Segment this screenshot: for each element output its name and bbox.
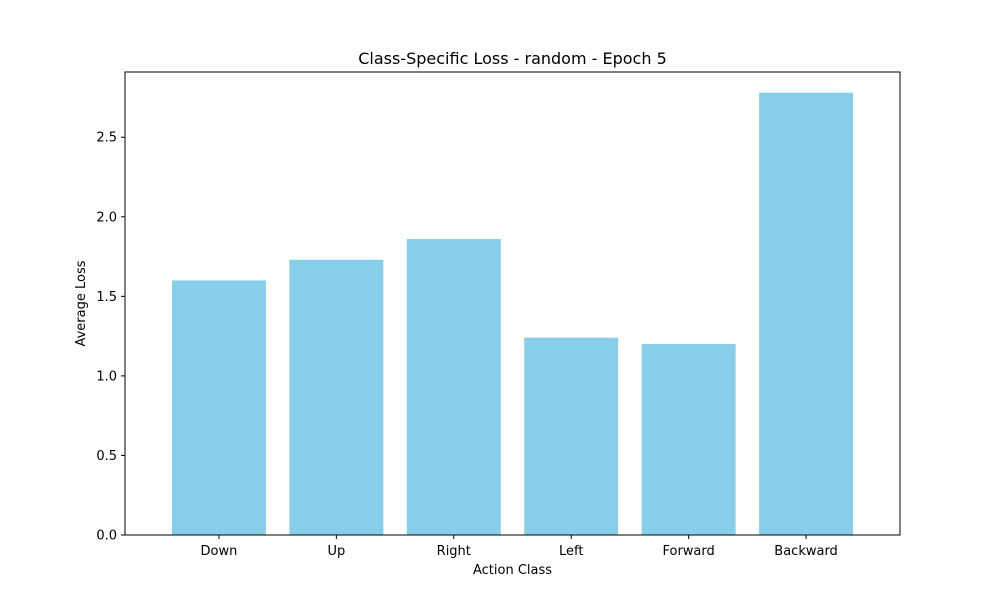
x-tick-label: Left [559, 544, 583, 559]
x-axis-label: Action Class [473, 563, 552, 578]
y-tick-label: 0.0 [96, 529, 117, 544]
y-axis-label: Average Loss [74, 260, 89, 346]
chart-title: Class-Specific Loss - random - Epoch 5 [358, 49, 667, 68]
bar-right [406, 239, 501, 535]
y-tick-label: 2.0 [96, 210, 117, 225]
y-tick-label: 1.5 [96, 290, 117, 305]
x-tick-label: Up [327, 544, 345, 559]
y-tick-label: 0.5 [96, 449, 117, 464]
bars-layer [171, 92, 854, 536]
x-tick-label: Backward [774, 544, 838, 559]
bar-up [289, 259, 384, 535]
axes-layer: Down Up Right Left Forward Backward 0.0 0.5 1.0 1… [96, 71, 901, 559]
bar-backward [759, 92, 854, 536]
bar-forward [641, 344, 736, 535]
x-tick-label: Right [437, 544, 471, 559]
y-tick-label: 2.5 [96, 131, 117, 146]
y-tick-label: 1.0 [96, 369, 117, 384]
x-tick-label: Down [201, 544, 238, 559]
x-tick-label: Forward [662, 544, 714, 559]
plot-frame [124, 71, 901, 536]
bar-left [524, 337, 619, 535]
bar-down [171, 280, 266, 535]
